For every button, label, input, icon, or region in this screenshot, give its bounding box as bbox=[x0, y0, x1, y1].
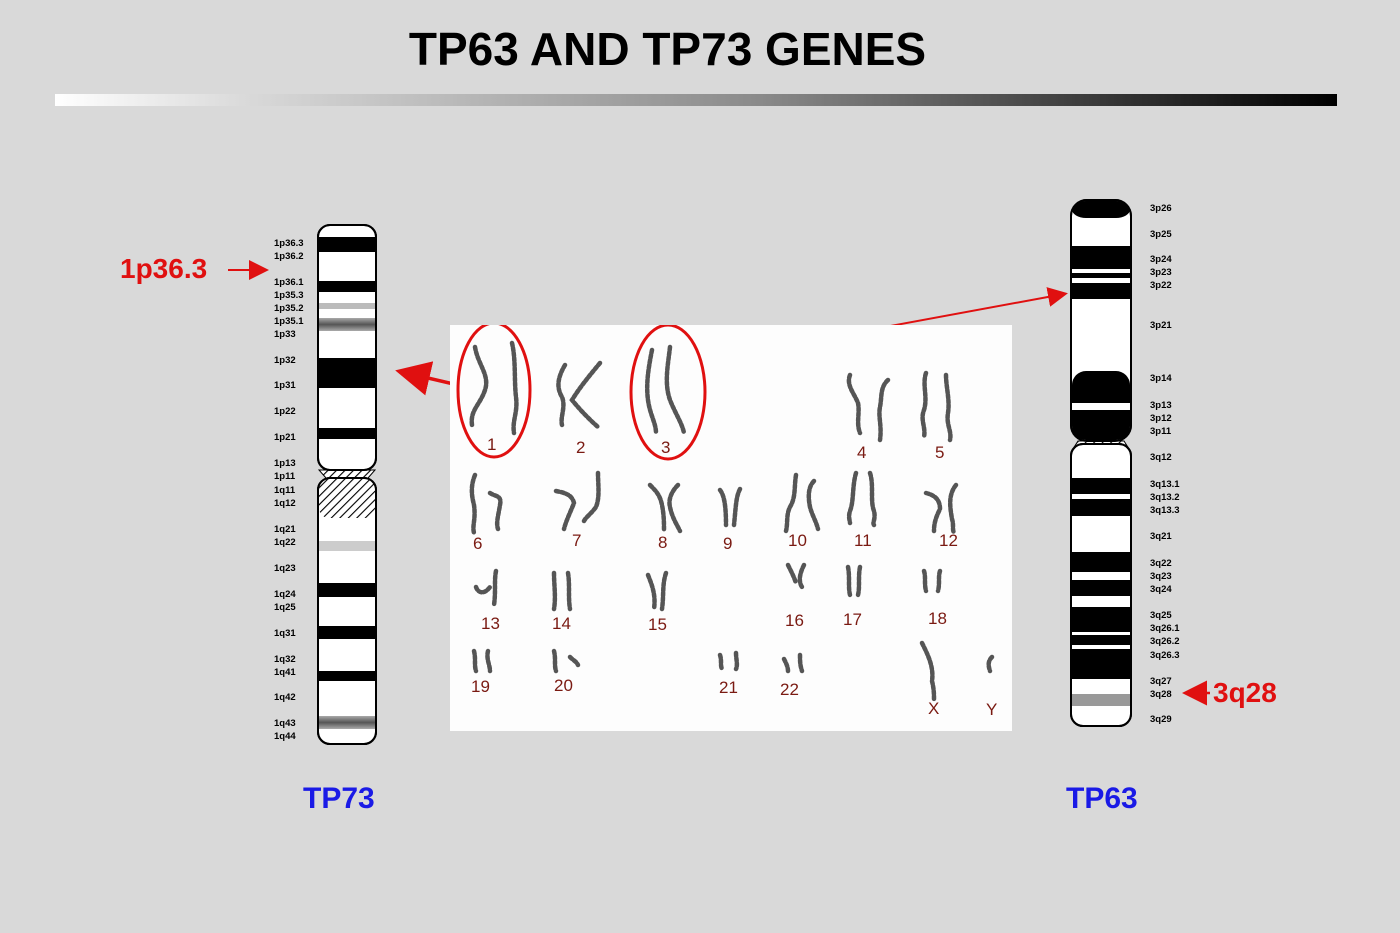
band-label: 3q26.2 bbox=[1150, 636, 1180, 647]
band-label: 3p12 bbox=[1150, 413, 1172, 424]
title-rule bbox=[55, 94, 1337, 106]
karyo-number-8: 8 bbox=[658, 533, 668, 552]
band-label: 1p33 bbox=[274, 329, 296, 340]
chromosome-1-ideogram bbox=[317, 224, 377, 745]
band-label: 1q22 bbox=[274, 537, 296, 548]
band-label: 3p14 bbox=[1150, 373, 1172, 384]
band-label: 1q25 bbox=[274, 602, 296, 613]
karyo-number-6: 6 bbox=[473, 534, 483, 553]
karyo-number-5: 5 bbox=[935, 443, 945, 462]
band-label: 3q27 bbox=[1150, 676, 1172, 687]
chromosome-3-ideogram bbox=[1070, 199, 1132, 727]
band-label: 3q25 bbox=[1150, 610, 1172, 621]
band-label: 1q11 bbox=[274, 485, 296, 496]
band-label: 3p13 bbox=[1150, 400, 1172, 411]
karyo-number-13: 13 bbox=[481, 614, 500, 633]
band-label: 1p35.3 bbox=[274, 290, 304, 301]
band-label: 1p21 bbox=[274, 432, 296, 443]
band-label: 3q26.3 bbox=[1150, 650, 1180, 661]
karyo-number-2: 2 bbox=[576, 438, 586, 457]
band-label: 3q13.2 bbox=[1150, 492, 1180, 503]
karyo-number-7: 7 bbox=[572, 531, 582, 550]
karyo-number-18: 18 bbox=[928, 609, 947, 628]
page-title: TP63 AND TP73 GENES bbox=[408, 23, 927, 75]
band-label: 1q44 bbox=[274, 731, 296, 742]
band-label: 3q23 bbox=[1150, 571, 1172, 582]
locus-label-1p36: 1p36.3 bbox=[120, 253, 208, 284]
band-label: 3q29 bbox=[1150, 714, 1172, 725]
band-label: 1q43 bbox=[274, 718, 296, 729]
band-label: 3q26.1 bbox=[1150, 623, 1180, 634]
band-label: 3p24 bbox=[1150, 254, 1172, 265]
karyo-number-15: 15 bbox=[648, 615, 667, 634]
band-label: 1q42 bbox=[274, 692, 296, 703]
karyo-number-3: 3 bbox=[661, 438, 671, 457]
karyo-number-x: X bbox=[928, 699, 940, 718]
karyo-number-10: 10 bbox=[788, 531, 807, 550]
karyo-number-9: 9 bbox=[723, 534, 733, 553]
karyo-number-20: 20 bbox=[554, 676, 573, 695]
band-label: 3q24 bbox=[1150, 584, 1172, 595]
karyo-number-4: 4 bbox=[857, 443, 867, 462]
karyotype-chromosomes bbox=[469, 340, 995, 702]
band-label: 1q32 bbox=[274, 654, 296, 665]
band-label: 1p36.1 bbox=[274, 277, 304, 288]
band-label: 3p11 bbox=[1150, 426, 1172, 437]
chr1-highlight bbox=[456, 325, 532, 459]
band-label: 1q21 bbox=[274, 524, 296, 535]
band-label: 1q23 bbox=[274, 563, 296, 574]
band-label: 1q24 bbox=[274, 589, 296, 600]
chr1-to-ideogram-arrow bbox=[395, 361, 459, 396]
band-label: 1p36.2 bbox=[274, 251, 304, 262]
band-label: 3q13.3 bbox=[1150, 505, 1180, 516]
band-label: 1p13 bbox=[274, 458, 296, 469]
band-label: 3q21 bbox=[1150, 531, 1172, 542]
band-label: 1p31 bbox=[274, 380, 296, 391]
karyo-number-12: 12 bbox=[939, 531, 958, 550]
karyo-number-21: 21 bbox=[719, 678, 738, 697]
karyo-number-17: 17 bbox=[843, 610, 862, 629]
karyo-number-y: Y bbox=[986, 700, 998, 719]
band-label: 3q12 bbox=[1150, 452, 1172, 463]
band-label: 1p11 bbox=[274, 471, 296, 482]
band-label: 3p21 bbox=[1150, 320, 1172, 331]
band-label: 1q12 bbox=[274, 498, 296, 509]
band-label: 3q22 bbox=[1150, 558, 1172, 569]
chr3-highlight bbox=[629, 325, 707, 461]
karyo-number-19: 19 bbox=[471, 677, 490, 696]
band-label: 3p22 bbox=[1150, 280, 1172, 291]
band-label: 1p35.2 bbox=[274, 303, 304, 314]
gene-label-tp63: TP63 bbox=[1066, 782, 1138, 815]
karyo-number-22: 22 bbox=[780, 680, 799, 699]
band-label: 1p35.1 bbox=[274, 316, 304, 327]
karyo-number-1: 1 bbox=[487, 435, 497, 454]
locus-label-3q28: 3q28 bbox=[1213, 677, 1277, 708]
band-label: 1p36.3 bbox=[274, 238, 304, 249]
band-label: 3q13.1 bbox=[1150, 479, 1180, 490]
band-label: 1q31 bbox=[274, 628, 296, 639]
band-label: 3p26 bbox=[1150, 203, 1172, 214]
karyo-number-14: 14 bbox=[552, 614, 571, 633]
karyo-number-16: 16 bbox=[785, 611, 804, 630]
band-label: 3p25 bbox=[1150, 229, 1172, 240]
band-label: 3p23 bbox=[1150, 267, 1172, 278]
band-label: 1p22 bbox=[274, 406, 296, 417]
karyotype-panel: 1 2 3 4 5 6 7 8 9 10 11 12 13 14 15 16 1… bbox=[450, 325, 1012, 731]
band-label: 1p32 bbox=[274, 355, 296, 366]
band-label: 1q41 bbox=[274, 667, 296, 678]
highlight-circles bbox=[456, 325, 707, 461]
gene-label-tp73: TP73 bbox=[303, 782, 375, 815]
band-label: 3q28 bbox=[1150, 689, 1172, 700]
karyo-number-11: 11 bbox=[854, 531, 872, 550]
